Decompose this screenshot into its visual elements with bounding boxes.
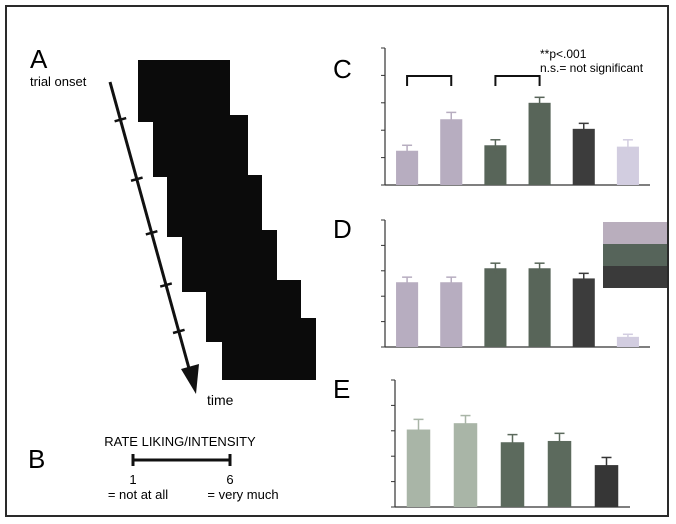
- bar: [453, 423, 478, 507]
- trial-screen: [222, 318, 316, 380]
- bar: [528, 268, 551, 347]
- time-axis-line: [108, 81, 192, 373]
- bar: [547, 440, 572, 507]
- screens-layer: [138, 60, 316, 380]
- wine-legend: [603, 222, 667, 288]
- significance-bracket: [406, 75, 453, 86]
- bar: [500, 442, 525, 507]
- legend-item: [603, 222, 667, 244]
- panel-label-d: D: [333, 214, 352, 244]
- bar: [484, 145, 507, 185]
- bar: [484, 268, 507, 347]
- figure-frame: [5, 5, 669, 517]
- time-axis-arrowhead: [181, 364, 199, 394]
- rating-low-value: 1: [129, 472, 136, 487]
- significance-bracket: [494, 75, 541, 86]
- legend-item: [603, 244, 667, 266]
- bar: [396, 282, 419, 347]
- panel-label-c: C: [333, 54, 352, 84]
- significance-note: **p<.001: [540, 47, 587, 61]
- time-axis-tick: [130, 176, 143, 182]
- trial-screen: [167, 175, 262, 237]
- rating-high-value: 6: [226, 472, 233, 487]
- time-axis-ticks: [114, 116, 185, 335]
- not-significant-note: n.s.= not significant: [540, 61, 644, 75]
- bar: [572, 278, 595, 347]
- panel-label-e: E: [333, 374, 350, 404]
- rating-low-label: = not at all: [108, 487, 168, 502]
- trial-screen-background: [167, 175, 262, 237]
- legend-swatch: [603, 266, 667, 288]
- chart-liking-without-price: [391, 379, 630, 508]
- chart-liking: [381, 47, 650, 186]
- time-axis-tick: [145, 229, 158, 236]
- bar: [440, 282, 463, 347]
- trial-onset-label: trial onset: [30, 74, 87, 89]
- chart-intensity: [381, 219, 650, 348]
- panel-label-a: A: [30, 44, 48, 74]
- panel-label-b: B: [28, 444, 45, 474]
- trial-screen: [138, 60, 230, 122]
- bar: [528, 102, 551, 185]
- task-timeline: trial onset time: [30, 60, 316, 408]
- bar: [616, 336, 639, 347]
- rating-high-label: = very much: [207, 487, 278, 502]
- trial-screen: [153, 115, 248, 177]
- bar: [440, 119, 463, 185]
- bar: [406, 429, 431, 507]
- legend-item: [603, 266, 667, 288]
- time-axis-tick: [114, 116, 127, 123]
- legend-swatch: [603, 244, 667, 266]
- bar: [616, 146, 639, 185]
- bar: [396, 150, 419, 185]
- trial-screen-background: [222, 318, 316, 380]
- bar: [572, 128, 595, 185]
- rating-scale: RATE LIKING/INTENSITY 1 6 = not at all =…: [104, 434, 278, 502]
- rating-title: RATE LIKING/INTENSITY: [104, 434, 256, 449]
- time-label: time: [207, 392, 234, 408]
- time-axis-tick: [172, 328, 185, 335]
- legend-swatch: [603, 222, 667, 244]
- bar: [594, 465, 619, 507]
- time-axis-tick: [159, 282, 173, 288]
- trial-screen-background: [153, 115, 248, 177]
- trial-screen-background: [138, 60, 230, 122]
